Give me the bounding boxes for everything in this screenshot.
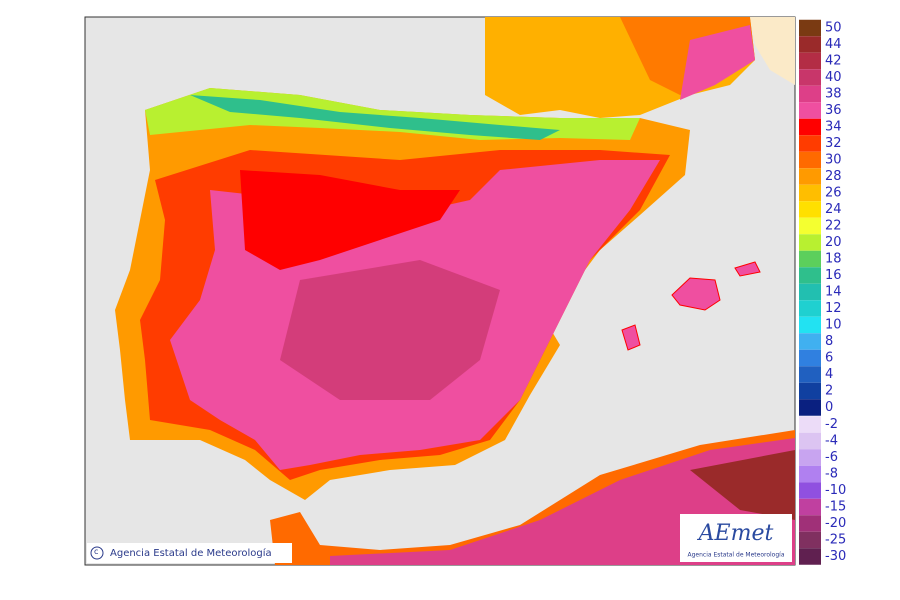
credit-bg: [87, 543, 292, 563]
italy: [750, 17, 795, 85]
logo-brand: AEmet: [697, 521, 774, 546]
legend-swatch: [799, 151, 821, 169]
legend-swatch: [799, 399, 821, 416]
legend-swatch: [799, 548, 821, 565]
credit-text: Agencia Estatal de Meteorología: [110, 547, 272, 559]
legend-swatch: [799, 531, 821, 549]
legend-label: 6: [825, 351, 833, 366]
legend-swatch: [799, 482, 821, 499]
legend-swatch: [799, 19, 821, 37]
meseta: [280, 260, 500, 400]
africa-hot: [330, 438, 795, 565]
logo-bg: [680, 514, 792, 562]
legend-swatch: [799, 135, 821, 152]
legend-label: 30: [825, 153, 842, 168]
legend-swatch: [799, 102, 821, 119]
legend-label: 10: [825, 318, 842, 333]
legend-swatch: [799, 300, 821, 317]
legend-swatch: [799, 267, 821, 284]
legend-swatch: [799, 449, 821, 466]
legend-swatch: [799, 349, 821, 367]
legend-label: 42: [825, 54, 842, 69]
copyright-icon: [90, 546, 104, 560]
legend-label: -10: [825, 483, 846, 498]
legend-label: 20: [825, 235, 842, 250]
credit: c Agencia Estatal de Meteorología: [87, 543, 292, 563]
legend-label: 50: [825, 21, 842, 36]
legend-label: 40: [825, 70, 842, 85]
legend-swatch: [799, 316, 821, 334]
legend-swatch: [799, 36, 821, 53]
legend-label: 2: [825, 384, 833, 399]
map: c Agencia Estatal de Meteorología AEmet …: [84, 16, 796, 566]
legend-label: 38: [825, 87, 842, 102]
legend-swatch: [799, 432, 821, 450]
legend-swatch: [799, 85, 821, 103]
duero-band: [240, 170, 460, 270]
legend-label: 26: [825, 186, 842, 201]
legend-label: -15: [825, 500, 846, 515]
legend-swatch: [799, 69, 821, 86]
legend-swatch: [799, 498, 821, 516]
legend-label: 0: [825, 400, 833, 415]
legend-label: 8: [825, 334, 833, 349]
legend-swatch: [799, 283, 821, 301]
legend-swatch: [799, 184, 821, 202]
legend-swatch: [799, 217, 821, 235]
legend-label: -8: [825, 467, 838, 482]
legend-label: 44: [825, 37, 842, 52]
logo: AEmet Agencia Estatal de Meteorología: [680, 514, 792, 562]
legend-label: 4: [825, 367, 833, 382]
legend: 5044424038363432302826242220181614121086…: [799, 19, 846, 565]
atlas: [690, 450, 795, 520]
legend-label: 36: [825, 103, 842, 118]
copyright-mark: c: [94, 547, 98, 556]
legend-swatch: [799, 234, 821, 251]
legend-swatch: [799, 201, 821, 218]
legend-swatch: [799, 250, 821, 268]
legend-label: 34: [825, 120, 842, 135]
legend-swatch: [799, 333, 821, 350]
legend-swatch: [799, 515, 821, 532]
legend-label: 22: [825, 219, 842, 234]
legend-label: 18: [825, 252, 842, 267]
legend-label: -30: [825, 549, 846, 564]
legend-label: -6: [825, 450, 838, 465]
legend-label: 12: [825, 301, 842, 316]
ibiza: [621, 324, 641, 351]
legend-swatch: [799, 168, 821, 185]
menorca: [734, 261, 761, 277]
legend-label: -20: [825, 516, 846, 531]
legend-swatch: [799, 52, 821, 70]
legend-label: -2: [825, 417, 838, 432]
logo-subtitle: Agencia Estatal de Meteorología: [688, 552, 785, 559]
legend-label: -25: [825, 533, 846, 548]
legend-swatch: [799, 465, 821, 483]
legend-label: 32: [825, 136, 842, 151]
legend-label: 16: [825, 268, 842, 283]
legend-label: 14: [825, 285, 842, 300]
legend-label: 24: [825, 202, 842, 217]
cantabrian: [190, 95, 560, 140]
legend-swatch: [799, 382, 821, 400]
legend-label: 28: [825, 169, 842, 184]
legend-swatch: [799, 366, 821, 383]
legend-swatch: [799, 118, 821, 136]
france-hot: [680, 25, 755, 100]
mallorca: [671, 277, 721, 311]
legend-swatch: [799, 416, 821, 433]
legend-label: -4: [825, 434, 838, 449]
